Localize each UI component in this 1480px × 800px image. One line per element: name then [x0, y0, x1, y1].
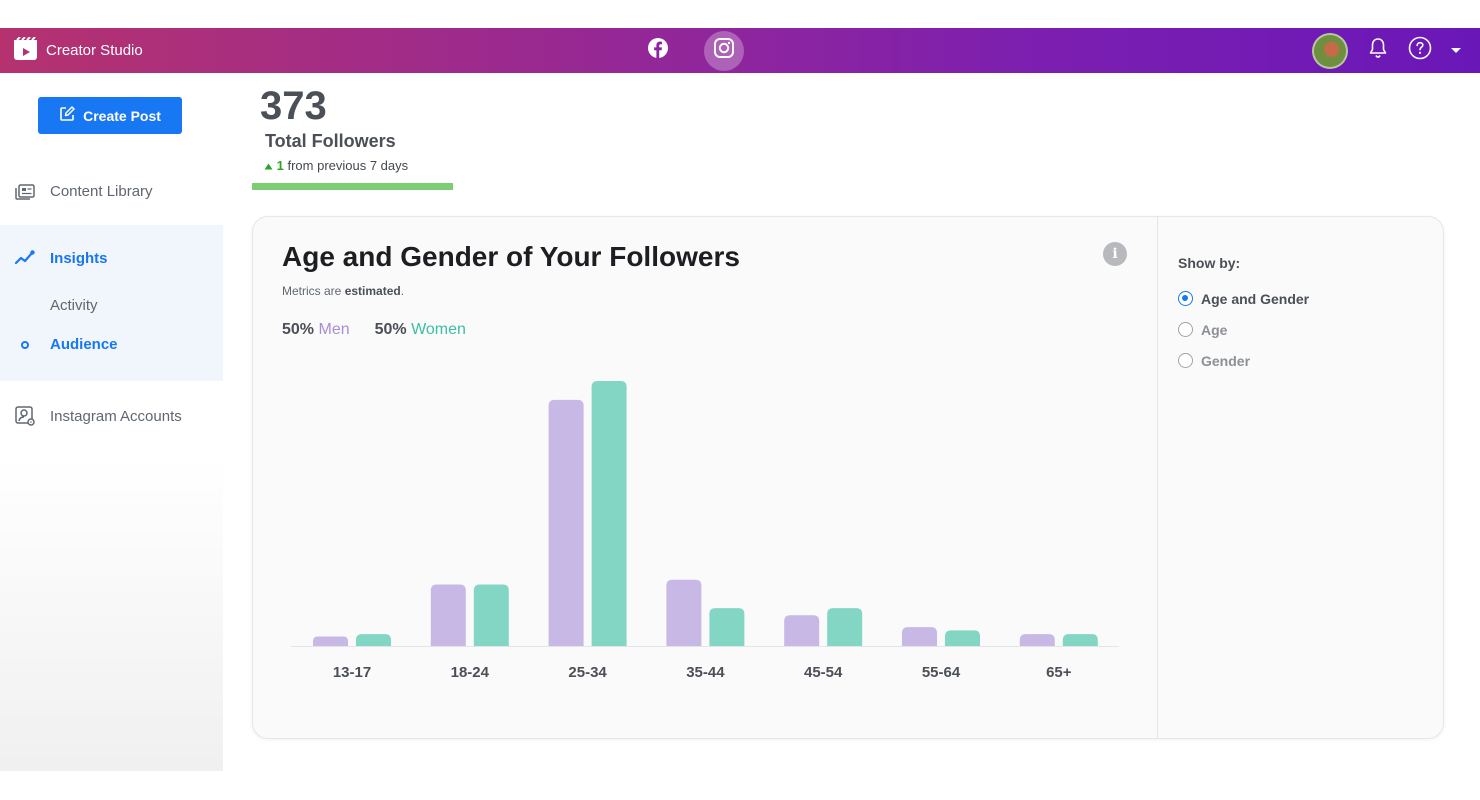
bar-men-45-54[interactable]: [784, 615, 820, 646]
x-tick-label: 18-24: [451, 664, 490, 681]
gender-split: 50% Men 50% Women: [282, 321, 466, 339]
avatar[interactable]: [1312, 32, 1348, 69]
total-followers-label: Total Followers: [265, 131, 396, 151]
x-tick-label: 55-64: [922, 664, 961, 681]
sidebar-item-label: Audience: [50, 336, 118, 353]
bar-men-35-44[interactable]: [666, 579, 702, 646]
help-icon[interactable]: [1408, 36, 1432, 65]
bar-women-13-17[interactable]: [356, 634, 391, 646]
bar-women-18-24[interactable]: [473, 584, 509, 646]
bar-women-25-34[interactable]: [591, 381, 627, 646]
bar-women-35-44[interactable]: [709, 608, 745, 646]
bar-women-45-54[interactable]: [827, 608, 863, 646]
followers-change: 1 from previous 7 days: [264, 158, 408, 173]
option-label: Age: [1201, 321, 1228, 338]
sidebar-item-label: Activity: [50, 297, 98, 314]
content-library-icon: [0, 181, 50, 201]
bar-men-65+[interactable]: [1019, 634, 1055, 646]
instagram-button[interactable]: [704, 30, 744, 71]
radio-button-checked[interactable]: [1178, 291, 1193, 306]
instagram-icon: [713, 37, 735, 64]
men-percent: 50%: [282, 321, 315, 338]
show-by-option-age-and-gender[interactable]: Age and Gender: [1178, 283, 1309, 314]
change-value: 1: [276, 158, 284, 173]
sidebar-item-label: Insights: [50, 249, 108, 267]
sidebar-item-audience[interactable]: Audience: [0, 336, 223, 353]
insights-icon: [0, 249, 50, 267]
total-followers-count: 373: [260, 84, 327, 128]
bar-men-13-17[interactable]: [313, 636, 348, 646]
age-gender-card: Age and Gender of Your Followers Metrics…: [252, 216, 1444, 739]
platform-switcher: [638, 28, 744, 73]
change-text: from previous 7 days: [287, 158, 409, 173]
app-title: Creator Studio: [46, 42, 143, 59]
women-label: Women: [411, 321, 466, 338]
radio-button[interactable]: [1178, 322, 1193, 337]
account-menu-chevron-down-icon[interactable]: [1450, 42, 1462, 60]
x-tick-label: 45-54: [804, 664, 843, 681]
instagram-accounts-icon: [0, 405, 50, 427]
sidebar-item-instagram-accounts[interactable]: Instagram Accounts: [0, 405, 223, 427]
top-bar-actions: [1312, 28, 1462, 73]
women-split: 50% Women: [375, 321, 466, 339]
facebook-button[interactable]: [638, 31, 678, 71]
sidebar: Create Post Content Library In: [0, 73, 223, 771]
sidebar-item-label: Instagram Accounts: [50, 407, 182, 425]
dot-icon: [0, 340, 50, 350]
bar-women-65+[interactable]: [1062, 634, 1098, 646]
x-tick-label: 13-17: [333, 664, 371, 681]
trend-up-icon: [264, 158, 277, 173]
radio-button[interactable]: [1178, 353, 1193, 368]
total-followers-summary: 373: [260, 84, 327, 128]
show-by-title: Show by:: [1178, 255, 1241, 271]
card-title: Age and Gender of Your Followers: [282, 241, 740, 272]
show-by-option-gender[interactable]: Gender: [1178, 345, 1309, 376]
age-gender-bar-chart: 13-17 18-24 25-34 35-44 45-54 55-64 65+: [291, 381, 1119, 681]
option-label: Gender: [1201, 352, 1251, 369]
show-by-panel: Show by: Age and Gender Age Gender: [1178, 255, 1309, 376]
sidebar-item-content-library[interactable]: Content Library: [0, 181, 223, 201]
x-tick-label: 65+: [1046, 664, 1072, 681]
card-subtitle: Metrics are estimated.: [282, 284, 404, 298]
sidebar-item-label: Content Library: [50, 182, 153, 200]
bar-men-25-34[interactable]: [548, 399, 584, 646]
sidebar-item-insights[interactable]: Insights: [0, 249, 223, 267]
notifications-bell-icon[interactable]: [1366, 36, 1390, 65]
bar-men-18-24[interactable]: [430, 584, 466, 646]
subtitle-prefix: Metrics are: [282, 284, 342, 298]
brand[interactable]: Creator Studio: [14, 28, 143, 73]
x-tick-label: 25-34: [568, 664, 607, 681]
sidebar-item-activity[interactable]: Activity: [0, 297, 223, 314]
insights-section: [0, 225, 223, 381]
option-label: Age and Gender: [1201, 290, 1310, 307]
creator-studio-logo-icon: [14, 35, 37, 65]
bar-men-55-64[interactable]: [902, 627, 937, 646]
facebook-icon: [647, 37, 669, 64]
show-by-option-age[interactable]: Age: [1178, 314, 1309, 345]
create-post-label: Create Post: [83, 107, 161, 124]
card-divider: [1157, 217, 1158, 738]
info-icon[interactable]: i: [1103, 242, 1127, 266]
women-percent: 50%: [374, 321, 407, 338]
create-post-button[interactable]: Create Post: [38, 97, 182, 134]
men-split: 50% Men: [282, 321, 350, 339]
bar-women-55-64[interactable]: [945, 630, 980, 646]
subtitle-suffix: .: [400, 284, 405, 298]
top-bar: Creator Studio: [0, 28, 1480, 73]
men-label: Men: [318, 321, 350, 338]
x-tick-label: 35-44: [686, 664, 725, 681]
selected-metric-indicator: [252, 183, 453, 190]
compose-icon: [59, 106, 75, 125]
subtitle-bold: estimated: [344, 284, 401, 298]
